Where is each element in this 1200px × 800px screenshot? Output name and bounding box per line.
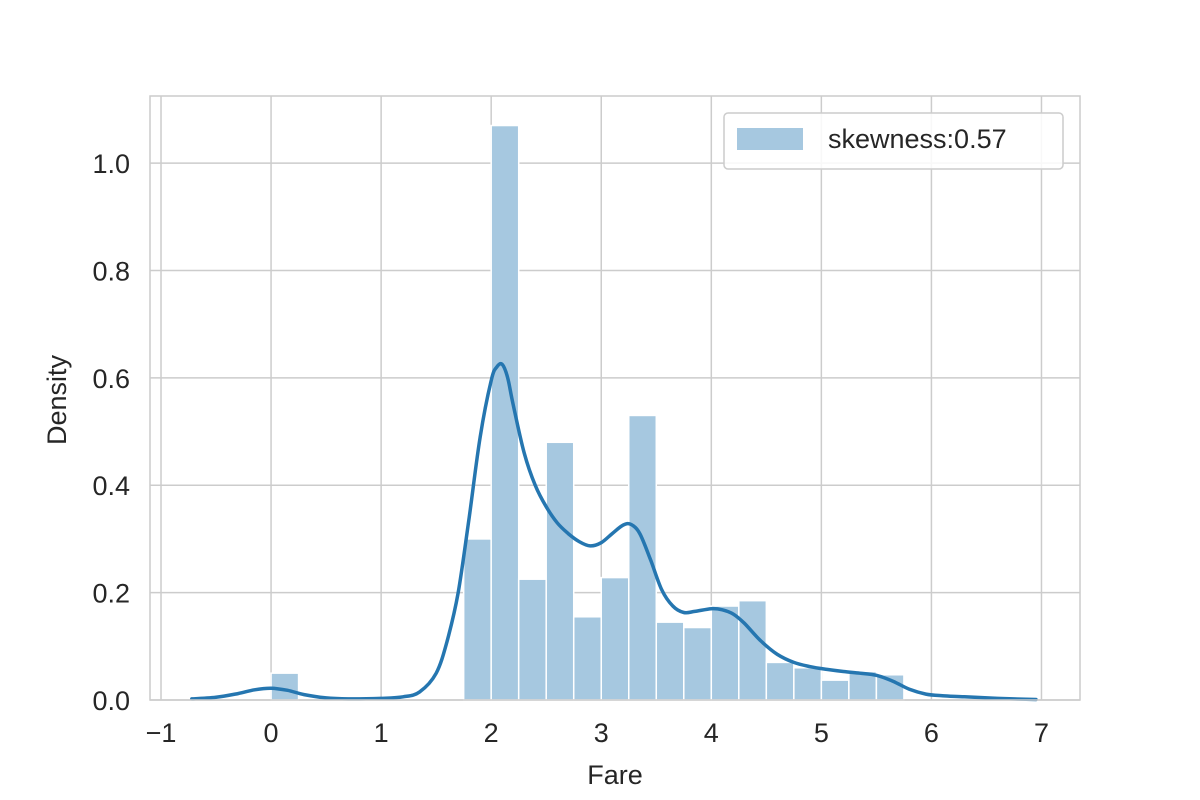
histogram-bar — [765, 661, 795, 701]
histogram-bar — [600, 576, 630, 701]
y-tick-labels: 0.0 0.2 0.4 0.6 0.8 1.0 — [92, 149, 130, 716]
histogram-bar — [820, 679, 850, 701]
kde-curve — [190, 361, 1038, 702]
legend-label: skewness:0.57 — [828, 124, 1007, 154]
legend-frame — [723, 112, 1064, 170]
x-tick-label: 3 — [594, 718, 609, 748]
histogram-bar — [545, 441, 575, 701]
histogram-bar — [517, 578, 547, 701]
x-tick-labels: −1 0 1 2 3 4 5 6 7 — [146, 718, 1049, 748]
histogram-bar — [793, 667, 823, 701]
histogram-bar — [490, 124, 520, 701]
x-axis-label: Fare — [587, 760, 643, 790]
histogram-bar — [710, 605, 740, 701]
y-tick-label: 0.0 — [92, 686, 130, 716]
y-axis-label: Density — [42, 354, 72, 445]
x-tick-label: 5 — [814, 718, 829, 748]
x-tick-label: 2 — [484, 718, 499, 748]
x-tick-label: 4 — [704, 718, 719, 748]
y-tick-label: 0.4 — [92, 471, 130, 501]
x-tick-label: 6 — [924, 718, 939, 748]
plot-frame — [149, 95, 1081, 701]
histogram-bar — [738, 599, 768, 701]
histogram-bar — [655, 621, 685, 701]
histogram-bar — [628, 414, 658, 701]
y-tick-label: 0.8 — [92, 256, 130, 286]
legend: skewness:0.57 — [723, 112, 1064, 170]
histogram-bars — [270, 124, 905, 701]
histogram-bar — [683, 626, 713, 701]
histogram-bar — [270, 672, 300, 701]
x-tick-label: 7 — [1034, 718, 1049, 748]
x-tick-label: 1 — [374, 718, 389, 748]
y-tick-label: 0.2 — [92, 579, 130, 609]
histogram-bar — [572, 616, 602, 701]
y-tick-label: 0.6 — [92, 364, 130, 394]
y-tick-label: 1.0 — [92, 149, 130, 179]
kde-layer — [190, 361, 1038, 702]
legend-swatch — [737, 128, 803, 150]
x-tick-label: −1 — [146, 718, 177, 748]
x-tick-label: 0 — [264, 718, 279, 748]
histogram-bar — [462, 538, 492, 701]
histogram-bar — [848, 670, 878, 701]
